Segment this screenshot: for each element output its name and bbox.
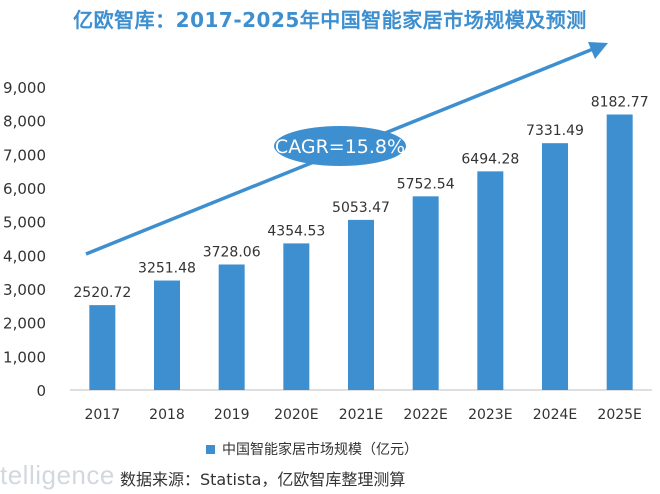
bar bbox=[154, 280, 180, 390]
footer: telligence 数据来源：Statista，亿欧智库整理测算 bbox=[0, 460, 660, 494]
x-tick-label: 2024E bbox=[533, 407, 577, 423]
x-tick-label: 2025E bbox=[597, 407, 641, 423]
y-tick-label: 6,000 bbox=[3, 180, 46, 198]
y-tick-label: 3,000 bbox=[3, 281, 46, 299]
bar-value-label: 8182.77 bbox=[591, 95, 649, 111]
legend-label: 中国智能家居市场规模（亿元） bbox=[222, 441, 418, 458]
bar-value-label: 6494.28 bbox=[461, 151, 519, 167]
x-tick-label: 2018 bbox=[149, 407, 185, 423]
cagr-badge bbox=[274, 126, 406, 166]
bar-value-label: 4354.53 bbox=[267, 223, 325, 239]
bar bbox=[606, 114, 633, 390]
source-note: 数据来源：Statista，亿欧智库整理测算 bbox=[120, 470, 406, 489]
y-tick-label: 1,000 bbox=[3, 348, 46, 366]
y-tick-label: 5,000 bbox=[3, 214, 46, 232]
y-tick-label: 8,000 bbox=[3, 113, 46, 131]
cagr-annotation: CAGR=15.8% bbox=[275, 136, 405, 158]
x-tick-label: 2017 bbox=[85, 407, 121, 423]
chart-title: 亿欧智库：2017-2025年中国智能家居市场规模及预测 bbox=[73, 8, 587, 32]
bar-value-label: 2520.72 bbox=[73, 285, 131, 301]
y-tick-label: 2,000 bbox=[3, 315, 46, 333]
y-tick-label: 4,000 bbox=[3, 247, 46, 265]
bar bbox=[542, 143, 568, 390]
bar-chart: 0 1,000 2,000 3,000 4,000 5,000 6,000 7,000 8,00… bbox=[3, 42, 652, 458]
bar bbox=[89, 305, 116, 390]
x-tick-label: 2021E bbox=[339, 407, 383, 423]
bar bbox=[412, 196, 439, 390]
x-tick-label: 2023E bbox=[468, 407, 512, 423]
bar-value-label: 5053.47 bbox=[332, 200, 390, 216]
bar-value-label: 5752.54 bbox=[397, 176, 455, 192]
y-tick-label: 0 bbox=[36, 382, 46, 400]
y-tick-label: 9,000 bbox=[3, 79, 46, 97]
legend-swatch bbox=[206, 445, 215, 454]
x-tick-label: 2022E bbox=[403, 407, 447, 423]
watermark-text: telligence bbox=[0, 460, 115, 490]
trend-arrowhead bbox=[588, 42, 608, 59]
bar-value-label: 3728.06 bbox=[203, 244, 261, 260]
bar-value-label: 3251.48 bbox=[138, 261, 196, 277]
bar bbox=[218, 264, 245, 390]
bar bbox=[348, 219, 374, 390]
bar bbox=[283, 243, 310, 390]
x-tick-label: 2019 bbox=[214, 407, 250, 423]
y-tick-label: 7,000 bbox=[3, 146, 46, 164]
bar bbox=[477, 171, 504, 390]
x-tick-label: 2020E bbox=[274, 407, 318, 423]
bar-value-label: 7331.49 bbox=[526, 123, 584, 139]
